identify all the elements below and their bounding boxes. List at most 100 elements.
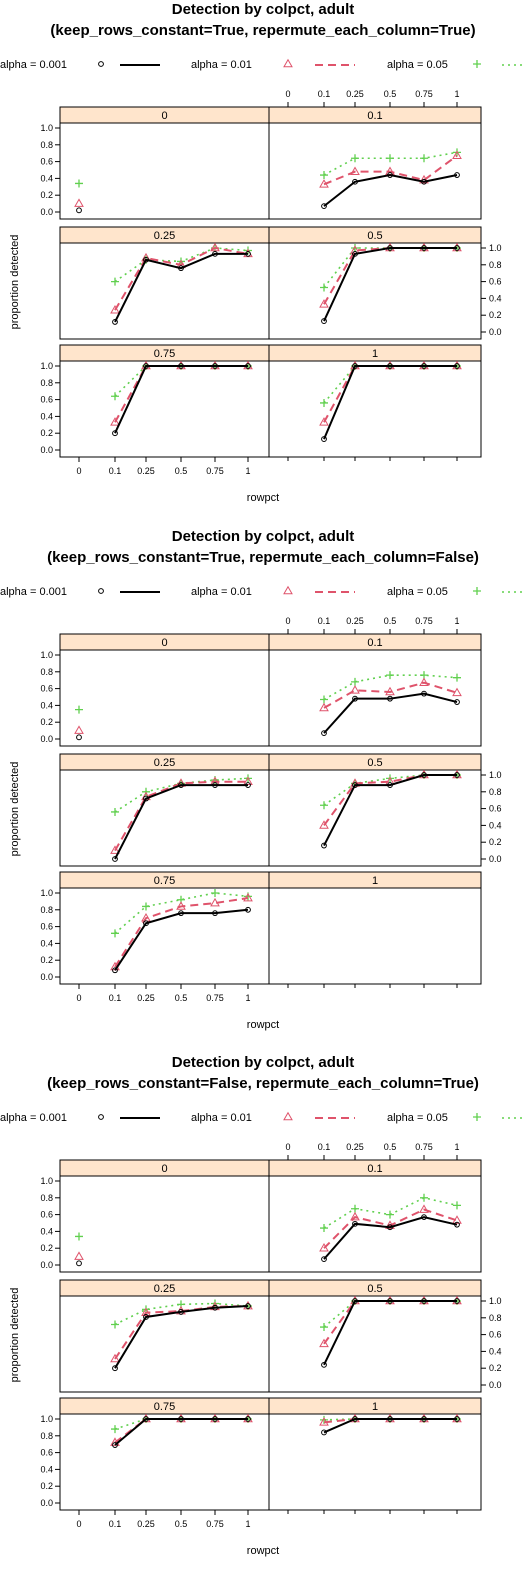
x-axis-label: rowpct xyxy=(247,492,279,504)
y-tick-label: 0.2 xyxy=(40,428,53,438)
y-tick-label: 0.4 xyxy=(40,411,53,421)
data-point xyxy=(319,702,329,712)
x-tick-label: 0.75 xyxy=(415,616,433,626)
panel-strip-label: 0.1 xyxy=(367,637,382,649)
data-point xyxy=(320,1323,328,1332)
data-point xyxy=(350,166,360,175)
x-tick-label: 0.25 xyxy=(137,1519,155,1529)
panel-1: 1 xyxy=(268,1397,482,1511)
data-point xyxy=(421,690,427,697)
data-point xyxy=(419,174,429,184)
data-point xyxy=(178,265,184,272)
y-tick-label: 0.8 xyxy=(40,1193,53,1203)
x-tick-label: 0.75 xyxy=(415,89,433,99)
y-axis-right: 0.0 0.2 0.4 0.6 0.8 1.0 xyxy=(481,770,502,864)
data-point xyxy=(453,673,461,682)
series-alpha-0001 xyxy=(76,207,82,214)
series-alpha-0001 xyxy=(321,690,460,737)
y-tick-label: 0.2 xyxy=(489,310,502,320)
data-point xyxy=(319,417,329,426)
y-tick-label: 0.6 xyxy=(489,804,502,814)
data-point xyxy=(245,906,251,913)
y-tick-label: 0.6 xyxy=(40,1448,53,1458)
data-point xyxy=(452,1215,462,1224)
data-point xyxy=(178,1309,184,1315)
panel-frame xyxy=(268,1175,482,1273)
data-point xyxy=(112,967,118,974)
x-tick-label: 0 xyxy=(285,1142,290,1152)
panel-frame xyxy=(59,1295,270,1393)
data-point xyxy=(212,910,218,917)
panel-strip-label: 0.25 xyxy=(154,1283,175,1295)
x-axis-label: rowpct xyxy=(247,1545,279,1557)
panel-strip-label: 0 xyxy=(161,110,167,122)
y-tick-label: 1.0 xyxy=(489,1296,502,1306)
y-axis-left: 0.0 0.2 0.4 0.6 0.8 1.0 xyxy=(40,1176,60,1270)
y-tick-label: 0.6 xyxy=(40,684,53,694)
x-axis-bottom-right xyxy=(287,1510,458,1514)
legend-label: alpha = 0.05 xyxy=(387,586,448,598)
y-tick-label: 0.2 xyxy=(40,955,53,965)
data-point xyxy=(319,179,329,188)
panel-strip-label: 0.1 xyxy=(367,1163,382,1175)
x-axis-top: 0 0.1 0.25 0.5 0.75 1 xyxy=(285,616,460,634)
panel-0.5: 0.5 xyxy=(268,753,482,867)
series-alpha-0001 xyxy=(76,734,82,741)
data-point xyxy=(419,1204,429,1213)
series-alpha-001 xyxy=(110,360,253,426)
panel-strip-label: 0.1 xyxy=(367,110,382,122)
data-point xyxy=(212,250,218,257)
series-alpha-0001 xyxy=(112,782,251,862)
x-tick-label: 1 xyxy=(454,1142,459,1152)
data-point xyxy=(245,782,251,788)
data-point xyxy=(112,319,118,325)
data-point xyxy=(454,363,460,369)
y-tick-label: 0.4 xyxy=(40,1226,53,1236)
panel-frame xyxy=(59,1413,270,1511)
data-point xyxy=(178,910,184,917)
x-axis-bottom-right xyxy=(287,984,458,988)
series-alpha-005 xyxy=(75,1232,83,1241)
panel-frame xyxy=(59,887,270,985)
data-point xyxy=(143,920,149,927)
data-point xyxy=(385,686,395,696)
legend-marker xyxy=(98,1114,104,1120)
data-point xyxy=(454,1416,460,1422)
x-axis-top: 0 0.1 0.25 0.5 0.75 1 xyxy=(285,1142,460,1160)
panel-1: 1 xyxy=(268,344,482,458)
data-point xyxy=(320,283,328,292)
data-point xyxy=(420,1193,428,1202)
legend-item: alpha = 0.05 xyxy=(387,1112,526,1124)
data-point xyxy=(212,1304,218,1311)
panel-0.1: 0.1 xyxy=(268,633,482,747)
series-alpha-005 xyxy=(320,671,461,704)
y-tick-label: 0.4 xyxy=(489,293,502,303)
y-tick-label: 0.0 xyxy=(40,445,53,455)
y-tick-label: 0.0 xyxy=(489,1380,502,1390)
series-alpha-0001 xyxy=(321,363,460,442)
series-alpha-0001 xyxy=(76,1260,82,1267)
data-point xyxy=(111,1425,119,1434)
data-point xyxy=(453,1201,461,1210)
y-tick-label: 1.0 xyxy=(40,650,53,660)
x-tick-label: 0.25 xyxy=(346,89,364,99)
legend-item: alpha = 0.01 xyxy=(191,1111,355,1124)
data-point xyxy=(352,782,358,788)
y-tick-label: 0.6 xyxy=(40,157,53,167)
series-line xyxy=(323,1216,458,1260)
data-point xyxy=(178,1416,184,1422)
series-line xyxy=(323,154,458,186)
data-point xyxy=(110,417,120,426)
data-point xyxy=(211,889,219,897)
series-alpha-001 xyxy=(319,677,462,712)
panel-frame xyxy=(268,1413,482,1511)
x-axis-bottom: 0 0.1 0.25 0.5 0.75 1 xyxy=(76,1510,251,1529)
series-line xyxy=(114,246,249,311)
data-point xyxy=(421,1416,427,1422)
panel-0.1: 0.1 xyxy=(268,1159,482,1273)
data-point xyxy=(454,1298,460,1304)
legend-label: alpha = 0.01 xyxy=(191,1112,252,1124)
series-line xyxy=(114,252,248,323)
legend-marker xyxy=(473,60,481,68)
data-point xyxy=(387,695,393,702)
